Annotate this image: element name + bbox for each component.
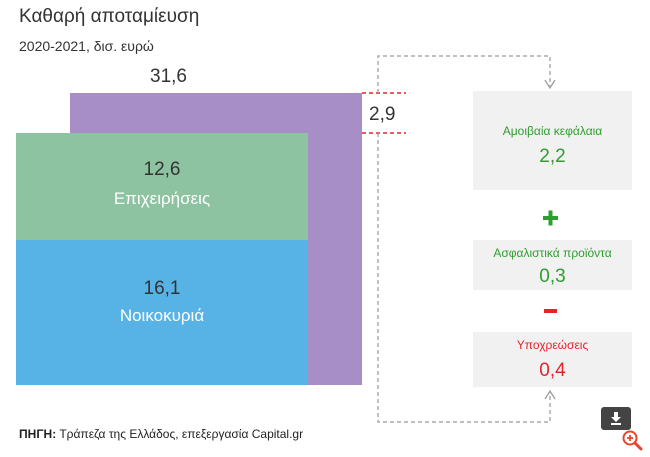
total-value: 31,6 xyxy=(150,66,187,87)
zoom-button[interactable] xyxy=(620,428,644,452)
liabilities-label: Υποχρεώσεις xyxy=(516,338,589,352)
businesses-block: 12,6 Επιχειρήσεις xyxy=(16,133,308,240)
connector-bottom-arrow xyxy=(544,389,556,400)
households-value: 16,1 xyxy=(143,278,181,299)
chart-title: Καθαρή αποταμίευση xyxy=(19,6,200,27)
download-button[interactable] xyxy=(601,407,631,430)
source-note: ΠΗΓΗ: Τράπεζα της Ελλάδος, επεξεργασία C… xyxy=(19,427,303,441)
insurance-products-label: Ασφαλιστικά προϊόντα xyxy=(493,246,612,260)
households-label: Νοικοκυριά xyxy=(119,306,205,325)
insurance-products-value: 0,3 xyxy=(539,266,566,287)
liabilities-card: Υποχρεώσεις 0,4 xyxy=(473,332,632,387)
connector-bottom xyxy=(377,133,551,423)
businesses-label: Επιχειρήσεις xyxy=(113,189,211,208)
mutual-funds-card: Αμοιβαία κεφάλαια 2,2 xyxy=(473,91,632,190)
liabilities-value: 0,4 xyxy=(539,360,566,381)
mutual-funds-label: Αμοιβαία κεφάλαια xyxy=(502,124,603,138)
source-text: Τράπεζα της Ελλάδος, επεξεργασία Capital… xyxy=(56,427,304,441)
households-block: 16,1 Νοικοκυριά xyxy=(16,240,308,385)
insurance-products-card: Ασφαλιστικά προϊόντα 0,3 xyxy=(473,240,632,290)
chart-subtitle: 2020-2021, δισ. ευρώ xyxy=(19,38,154,54)
businesses-value: 12,6 xyxy=(143,159,181,180)
source-prefix: ΠΗΓΗ: xyxy=(19,427,57,441)
zoom-in-icon xyxy=(622,430,643,451)
connector-top-arrow xyxy=(544,79,556,90)
connector-top xyxy=(377,55,551,93)
download-icon xyxy=(611,412,621,425)
difference-value: 2,9 xyxy=(369,104,396,125)
mutual-funds-value: 2,2 xyxy=(539,146,566,167)
